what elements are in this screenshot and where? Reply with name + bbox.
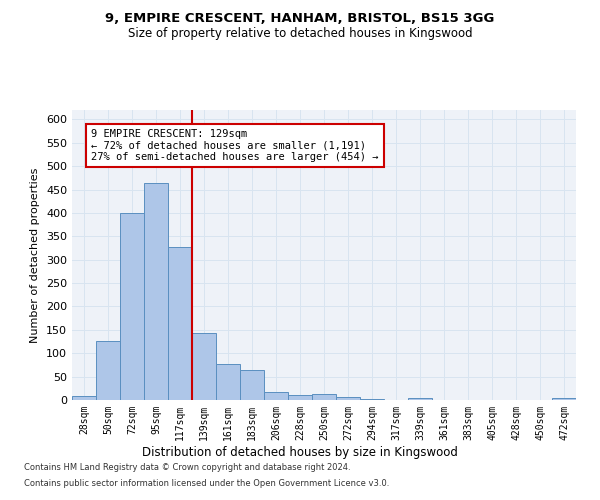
- Text: Contains HM Land Registry data © Crown copyright and database right 2024.: Contains HM Land Registry data © Crown c…: [24, 464, 350, 472]
- Bar: [312, 394, 336, 400]
- Bar: [72, 396, 96, 400]
- Bar: [360, 398, 384, 400]
- Bar: [144, 184, 168, 400]
- Bar: [168, 246, 192, 400]
- Y-axis label: Number of detached properties: Number of detached properties: [31, 168, 40, 342]
- Bar: [96, 340, 120, 400]
- Bar: [240, 370, 264, 400]
- Bar: [336, 397, 360, 400]
- Text: 9, EMPIRE CRESCENT, HANHAM, BRISTOL, BS15 3GG: 9, EMPIRE CRESCENT, HANHAM, BRISTOL, BS1…: [106, 12, 494, 26]
- Text: 9 EMPIRE CRESCENT: 129sqm
← 72% of detached houses are smaller (1,191)
27% of se: 9 EMPIRE CRESCENT: 129sqm ← 72% of detac…: [91, 128, 379, 162]
- Bar: [288, 395, 312, 400]
- Bar: [216, 364, 240, 400]
- Bar: [192, 333, 216, 400]
- Bar: [120, 213, 144, 400]
- Text: Contains public sector information licensed under the Open Government Licence v3: Contains public sector information licen…: [24, 478, 389, 488]
- Bar: [264, 392, 288, 400]
- Bar: [552, 398, 576, 400]
- Bar: [408, 398, 432, 400]
- Text: Distribution of detached houses by size in Kingswood: Distribution of detached houses by size …: [142, 446, 458, 459]
- Text: Size of property relative to detached houses in Kingswood: Size of property relative to detached ho…: [128, 28, 472, 40]
